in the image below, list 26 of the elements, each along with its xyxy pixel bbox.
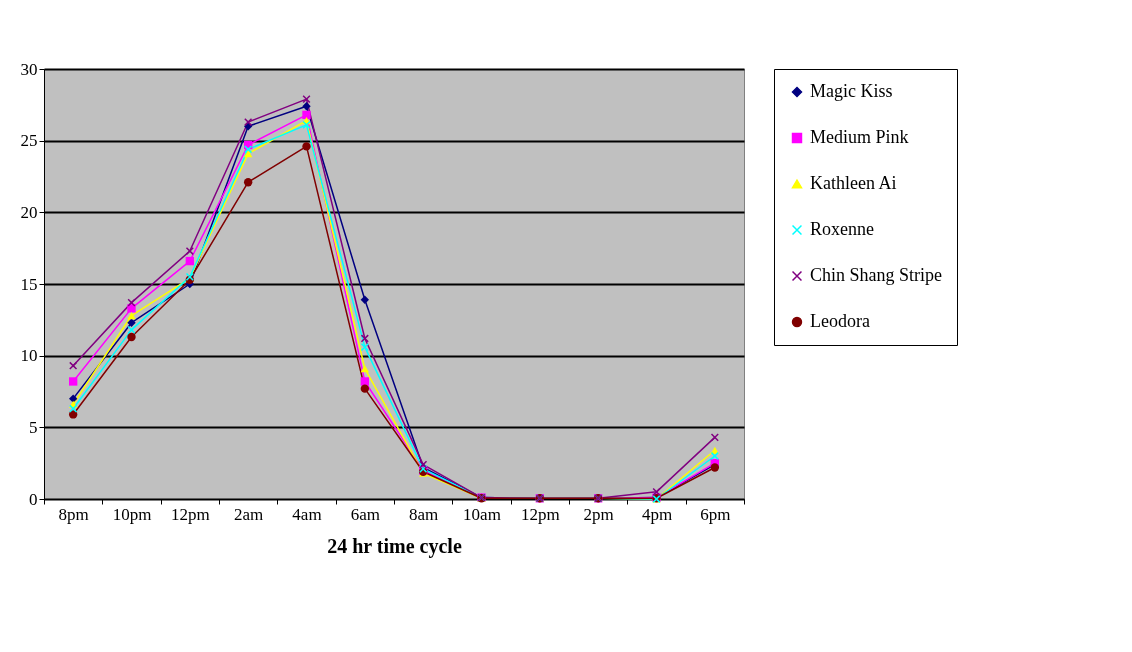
y-tick-label: 20 bbox=[20, 202, 38, 222]
x-tick-label: 12pm bbox=[170, 504, 210, 524]
y-tick-label: 10 bbox=[20, 346, 38, 366]
y-tick-label: 25 bbox=[20, 131, 38, 151]
x-tick-label: 2pm bbox=[583, 504, 614, 524]
x-tick-label: 10pm bbox=[112, 504, 152, 524]
y-tick-label: 30 bbox=[20, 59, 38, 79]
x-axis-title: 24 hr time cycle bbox=[327, 534, 462, 558]
legend-label: Kathleen Ai bbox=[810, 173, 897, 193]
legend-label: Roxenne bbox=[810, 219, 874, 239]
y-tick-label: 5 bbox=[29, 417, 38, 437]
x-tick-label: 2am bbox=[234, 504, 264, 524]
x-tick-label: 4pm bbox=[641, 504, 673, 524]
x-tick-label: 8am bbox=[409, 504, 439, 524]
x-tick-label: 8pm bbox=[58, 504, 89, 524]
x-tick-label: 4am bbox=[292, 504, 322, 524]
x-tick-label: 6am bbox=[350, 504, 380, 524]
x-tick-label: 6pm bbox=[700, 504, 731, 524]
legend-label: Medium Pink bbox=[810, 127, 909, 147]
y-tick-label: 0 bbox=[29, 489, 38, 509]
y-tick-label: 15 bbox=[20, 274, 38, 294]
legend-label: Leodora bbox=[810, 311, 870, 331]
x-tick-label: 10am bbox=[463, 504, 501, 524]
legend-label: Magic Kiss bbox=[810, 81, 893, 101]
legend-label: Chin Shang Stripe bbox=[810, 265, 943, 285]
x-tick-label: 12pm bbox=[520, 504, 560, 524]
